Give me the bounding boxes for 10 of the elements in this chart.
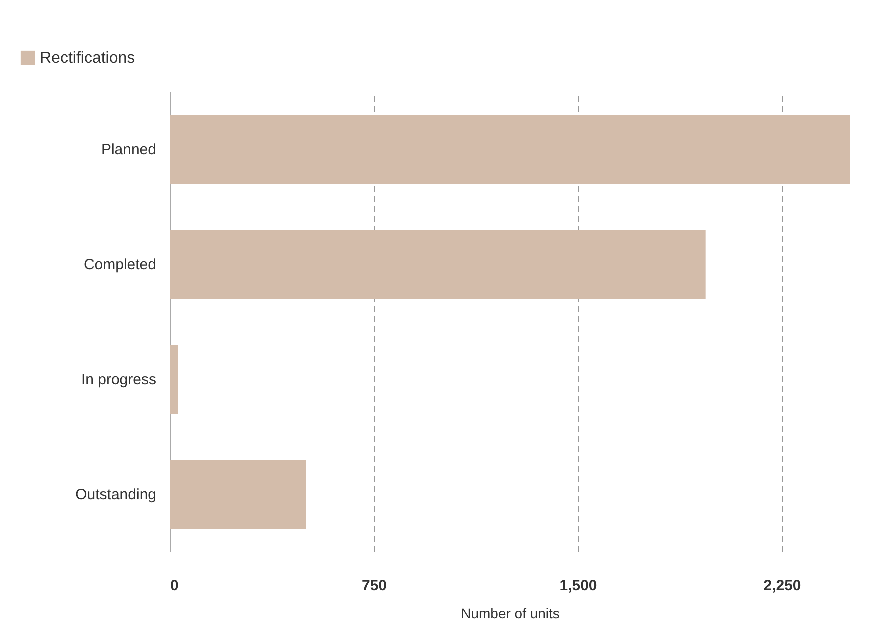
y-tick-label: Planned (101, 142, 156, 158)
x-axis-title: Number of units (461, 606, 560, 622)
x-tick-label: 0 (170, 578, 179, 594)
y-tick-label: In progress (81, 372, 156, 388)
y-tick-label: Outstanding (76, 486, 156, 504)
x-tick-label: 750 (362, 578, 388, 594)
x-tick-label: 2,250 (764, 578, 802, 594)
legend-label: Rectifications (40, 50, 136, 67)
y-tick-label: Completed (84, 256, 156, 274)
x-tick-label: 1,500 (560, 578, 598, 594)
